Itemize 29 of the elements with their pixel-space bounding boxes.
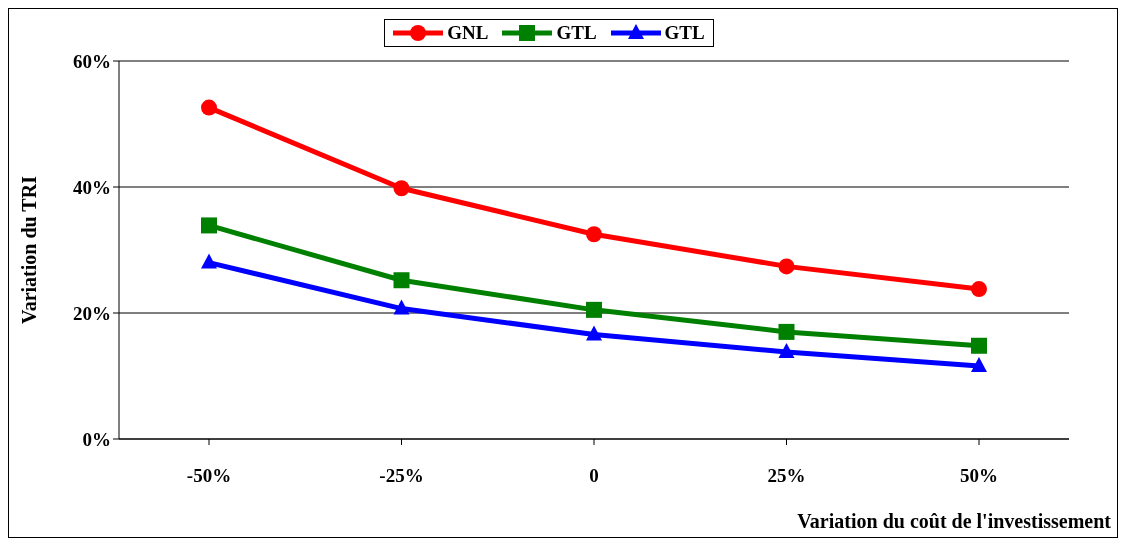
point [971, 337, 987, 354]
legend-label: GTL [555, 22, 597, 44]
y-tick-label: 0% [82, 428, 111, 450]
point [201, 217, 217, 234]
x-tick-label: -50% [186, 465, 232, 487]
point [971, 356, 987, 372]
point [201, 99, 217, 116]
x-tick-label: 50% [960, 465, 998, 487]
point [393, 272, 410, 289]
point [586, 226, 602, 243]
x-tick-label: 0 [589, 465, 599, 487]
x-axis-title: Variation du coût de l'investissement [797, 510, 1111, 533]
point [586, 325, 602, 341]
point [778, 258, 795, 275]
x-tick-label: -25% [379, 465, 424, 487]
y-axis-title: Variation du TRI [18, 175, 41, 324]
y-tick-label: 40% [73, 176, 111, 198]
point [971, 281, 987, 298]
point [393, 180, 410, 197]
legend-label: GNL [446, 22, 489, 44]
legend-label: GTL [663, 22, 705, 44]
x-tick-label: 25% [767, 465, 806, 487]
y-tick-label: 20% [73, 302, 111, 324]
point [201, 253, 217, 269]
point [393, 299, 410, 315]
point [778, 323, 795, 340]
point [778, 343, 795, 359]
point [586, 301, 602, 318]
y-tick-label: 60% [73, 50, 111, 72]
